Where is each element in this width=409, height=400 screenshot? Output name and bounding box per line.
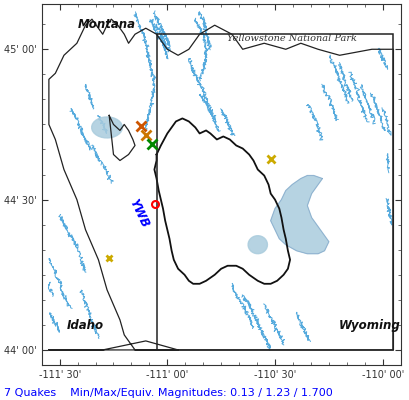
Polygon shape bbox=[270, 176, 328, 254]
Polygon shape bbox=[92, 117, 122, 138]
Bar bbox=[156, 34, 393, 350]
Text: YWB: YWB bbox=[127, 196, 151, 230]
Text: 7 Quakes    Min/Max/Equiv. Magnitudes: 0.13 / 1.23 / 1.700: 7 Quakes Min/Max/Equiv. Magnitudes: 0.13… bbox=[4, 388, 332, 398]
Text: Yellowstone National Park: Yellowstone National Park bbox=[227, 34, 356, 43]
Text: Wyoming: Wyoming bbox=[338, 319, 400, 332]
Text: Montana: Montana bbox=[78, 18, 136, 31]
Polygon shape bbox=[247, 236, 267, 254]
Text: Idaho: Idaho bbox=[67, 319, 104, 332]
